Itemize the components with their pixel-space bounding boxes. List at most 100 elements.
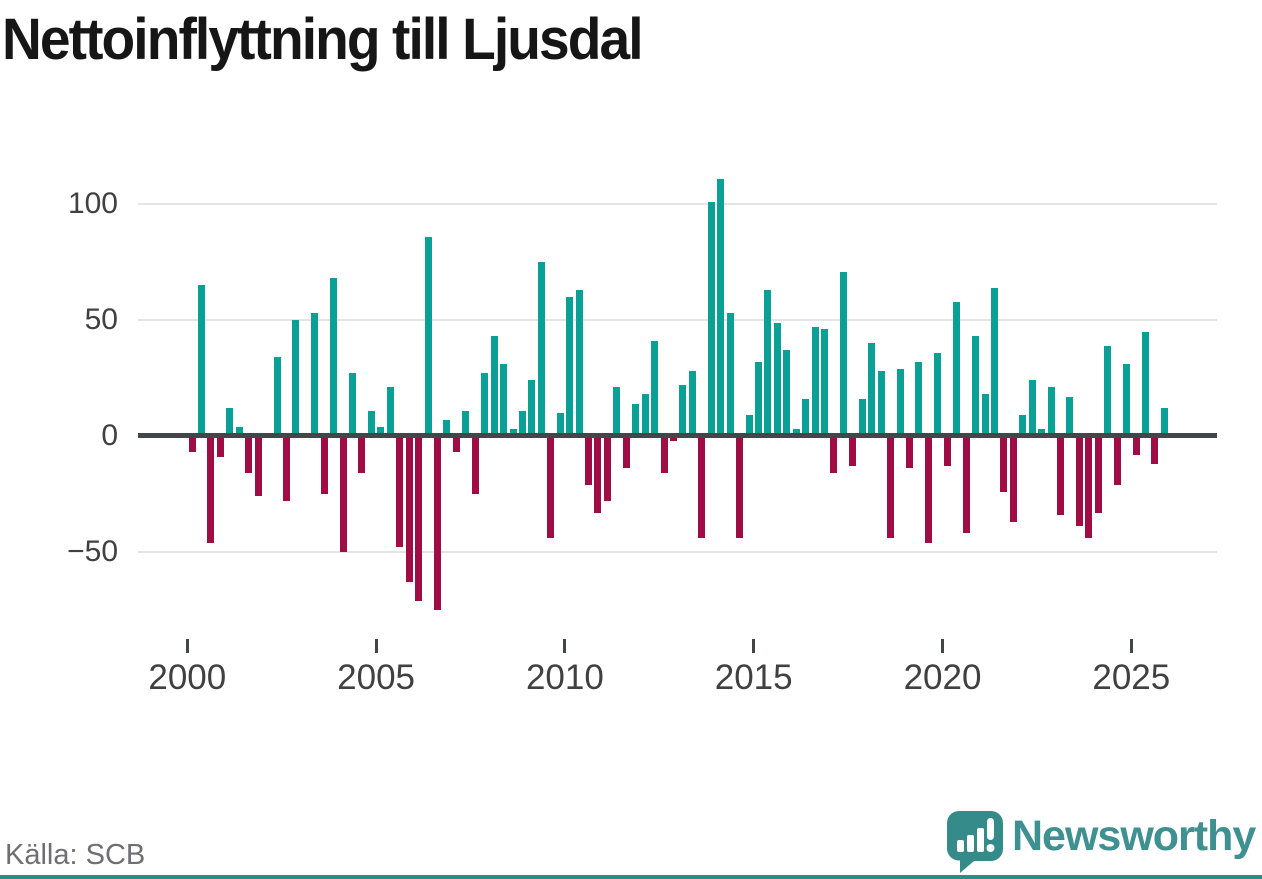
gridline	[138, 550, 1217, 553]
bar	[962, 436, 970, 534]
bar	[462, 410, 470, 436]
x-axis-tick	[185, 639, 189, 653]
bar	[273, 357, 281, 436]
bar	[943, 436, 951, 467]
bar	[452, 436, 460, 453]
bar	[471, 436, 479, 494]
bar	[481, 373, 489, 436]
bar	[745, 415, 753, 436]
bar	[651, 341, 659, 436]
bar	[1047, 387, 1055, 436]
x-axis-tick	[374, 639, 378, 653]
bar	[1075, 436, 1083, 527]
x-axis-tick	[563, 639, 567, 653]
newsworthy-bars-exclamation-icon	[947, 811, 1003, 873]
bar	[717, 178, 725, 436]
bar	[547, 436, 555, 538]
bar	[688, 371, 696, 436]
bar	[254, 436, 262, 497]
bar	[868, 343, 876, 436]
bar	[1151, 436, 1159, 464]
bar	[953, 301, 961, 436]
bar	[235, 426, 243, 436]
bar	[1038, 429, 1046, 436]
bar	[726, 313, 734, 436]
bar	[858, 398, 866, 436]
bar	[1085, 436, 1093, 538]
bar	[839, 271, 847, 436]
bar	[811, 327, 819, 436]
x-axis-tick	[1129, 639, 1133, 653]
bar	[1028, 380, 1036, 436]
bar	[783, 350, 791, 436]
bar	[603, 436, 611, 501]
bar	[292, 320, 300, 436]
bar	[641, 394, 649, 436]
bar	[773, 322, 781, 436]
bar	[1160, 408, 1168, 436]
bar	[216, 436, 224, 457]
bar	[669, 436, 677, 441]
bar	[349, 373, 356, 436]
bar	[821, 329, 828, 436]
bar	[575, 290, 583, 436]
bar	[386, 387, 394, 436]
bar	[792, 429, 800, 436]
bar	[981, 394, 989, 436]
bar	[1141, 331, 1149, 436]
bar	[622, 436, 630, 469]
bar	[509, 429, 517, 436]
bar	[802, 398, 810, 436]
bar	[396, 436, 404, 548]
bar	[1113, 436, 1121, 485]
gridline	[138, 319, 1217, 322]
bar	[849, 436, 857, 467]
bar	[207, 436, 215, 543]
bar	[556, 412, 564, 436]
bar	[632, 403, 640, 436]
bar	[1057, 436, 1064, 515]
bar	[924, 436, 932, 543]
bar	[1094, 436, 1102, 513]
bar	[896, 368, 904, 436]
bar	[934, 352, 942, 436]
footer-accent-strip	[0, 875, 1262, 879]
bar	[415, 436, 423, 601]
bar	[330, 278, 338, 436]
bar	[226, 408, 234, 436]
bar	[245, 436, 253, 474]
y-axis-label: 50	[84, 303, 118, 337]
bar	[660, 436, 668, 474]
x-axis-tick	[941, 639, 944, 653]
bar	[443, 419, 451, 436]
y-axis-label: 0	[101, 419, 118, 452]
bar	[282, 436, 290, 501]
bar	[500, 364, 507, 436]
bar	[594, 436, 602, 513]
x-axis-line	[138, 433, 1217, 438]
y-axis-label: −50	[67, 534, 118, 568]
bar	[311, 313, 319, 436]
bar	[1000, 436, 1008, 492]
bar	[707, 202, 715, 436]
bar	[377, 426, 385, 436]
bar	[537, 262, 545, 436]
bar	[764, 290, 772, 436]
bar	[367, 410, 375, 436]
bar	[679, 385, 687, 436]
bar	[877, 371, 885, 436]
bar	[830, 436, 838, 474]
newsworthy-logo: Newsworthy	[946, 810, 1262, 873]
x-axis-label: 2020	[903, 658, 982, 697]
bar	[566, 297, 574, 436]
bar	[405, 436, 413, 582]
x-axis-label: 2010	[525, 658, 604, 697]
bar	[972, 336, 979, 436]
x-axis-label: 2000	[148, 658, 227, 697]
bar	[990, 287, 998, 436]
bar	[320, 436, 328, 494]
bar	[1104, 345, 1112, 436]
bar	[1066, 396, 1074, 436]
bar	[339, 436, 347, 552]
